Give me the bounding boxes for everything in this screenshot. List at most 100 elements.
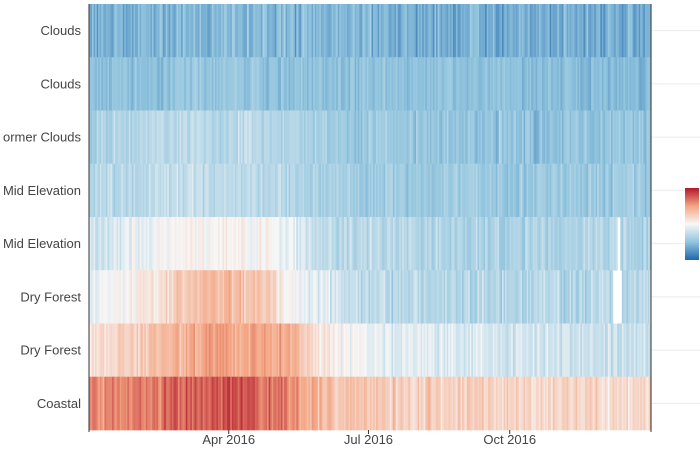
heatmap-cell xyxy=(449,110,452,165)
heatmap-cell xyxy=(437,270,440,324)
heatmap-cell xyxy=(90,4,93,58)
heatmap-cell xyxy=(188,110,191,165)
heatmap-cell xyxy=(171,323,175,378)
heatmap-cell xyxy=(325,376,328,431)
heatmap-cell xyxy=(631,323,634,378)
heatmap-cell xyxy=(497,4,500,58)
heatmap-cell xyxy=(162,217,165,271)
heatmap-cell xyxy=(353,376,356,431)
heatmap-cell xyxy=(284,376,287,431)
heatmap-cell xyxy=(202,217,205,271)
heatmap-cell xyxy=(475,217,479,271)
heatmap-cell xyxy=(477,4,480,58)
heatmap-cell xyxy=(574,110,577,165)
heatmap-cell xyxy=(259,110,262,165)
heatmap-cell xyxy=(112,217,115,271)
heatmap-cell xyxy=(105,110,109,165)
heatmap-cell xyxy=(454,270,457,324)
heatmap-cell xyxy=(569,376,572,431)
heatmap-cell xyxy=(273,217,276,271)
heatmap-cell xyxy=(477,163,480,218)
heatmap-cell xyxy=(254,110,257,165)
heatmap-cell xyxy=(557,376,560,431)
heatmap-cell xyxy=(273,323,276,378)
heatmap-cell xyxy=(184,323,187,378)
heatmap-cell xyxy=(294,376,297,431)
heatmap-cell xyxy=(400,110,403,165)
heatmap-cell xyxy=(498,323,502,378)
heatmap-cell xyxy=(285,323,288,378)
heatmap-cell xyxy=(265,57,268,111)
heatmap-cell xyxy=(641,323,644,378)
heatmap-cell xyxy=(257,4,261,58)
heatmap-cell xyxy=(181,4,184,58)
heatmap-cell xyxy=(609,323,612,378)
heatmap-cell xyxy=(265,110,268,165)
heatmap-cell xyxy=(526,163,529,218)
heatmap-cell xyxy=(489,323,492,378)
heatmap-cell xyxy=(638,57,641,111)
heatmap-cell xyxy=(400,4,403,58)
heatmap-cell xyxy=(181,110,184,165)
heatmap-cell xyxy=(629,270,632,324)
heatmap-cell xyxy=(529,323,532,378)
heatmap-cell xyxy=(303,217,307,271)
heatmap-cell xyxy=(159,270,162,324)
heatmap-cell xyxy=(221,217,224,271)
heatmap-cell xyxy=(96,323,99,378)
heatmap-cell xyxy=(142,323,145,378)
heatmap-cell xyxy=(646,110,649,165)
heatmap-cell xyxy=(578,110,581,165)
heatmap-cell xyxy=(492,110,495,165)
heatmap-cell xyxy=(187,376,190,431)
heatmap-cell xyxy=(222,57,225,111)
heatmap-cell xyxy=(505,217,508,271)
heatmap-cell xyxy=(423,217,426,271)
heatmap-cell xyxy=(96,57,99,111)
heatmap-cell xyxy=(202,323,205,378)
heatmap-cell xyxy=(377,110,380,165)
heatmap-cell xyxy=(412,110,416,165)
heatmap-cell xyxy=(370,110,373,165)
heatmap-cell xyxy=(150,57,153,111)
heatmap-cell xyxy=(225,110,228,165)
heatmap-cell xyxy=(621,217,624,271)
heatmap-cell xyxy=(393,57,396,111)
heatmap-cell xyxy=(374,110,377,165)
heatmap-cell xyxy=(231,110,234,165)
heatmap-cell xyxy=(486,270,489,324)
heatmap-cell xyxy=(428,110,431,165)
heatmap-cell xyxy=(608,57,611,111)
heatmap-cell xyxy=(144,4,147,58)
heatmap-cell xyxy=(293,4,296,58)
heatmap-cell xyxy=(176,110,179,165)
heatmap-cell xyxy=(148,57,152,111)
heatmap-cell xyxy=(199,110,202,165)
heatmap-cell xyxy=(241,4,244,58)
heatmap-cell xyxy=(492,270,495,324)
heatmap-cell xyxy=(122,57,125,111)
heatmap-cell xyxy=(214,270,218,324)
heatmap-cell xyxy=(127,110,130,165)
heatmap-cell xyxy=(101,110,104,165)
heatmap-cell xyxy=(107,270,110,324)
heatmap-cell xyxy=(500,4,503,58)
heatmap-cell xyxy=(119,376,122,431)
heatmap-cell xyxy=(262,57,265,111)
heatmap-cell xyxy=(412,323,416,378)
heatmap-cell xyxy=(609,217,612,271)
heatmap-cell xyxy=(552,323,555,378)
heatmap-cell xyxy=(577,57,580,111)
heatmap-cell xyxy=(247,270,250,324)
heatmap-cell xyxy=(494,57,497,111)
heatmap-cell xyxy=(290,110,293,165)
heatmap-cell xyxy=(210,376,213,431)
heatmap-cell xyxy=(262,376,265,431)
heatmap-cell xyxy=(257,323,261,378)
heatmap-cell xyxy=(462,110,465,165)
heatmap-cell xyxy=(191,163,195,218)
heatmap-cell xyxy=(227,270,230,324)
heatmap-cell xyxy=(204,217,207,271)
heatmap-cell xyxy=(327,57,330,111)
heatmap-cell xyxy=(308,323,311,378)
